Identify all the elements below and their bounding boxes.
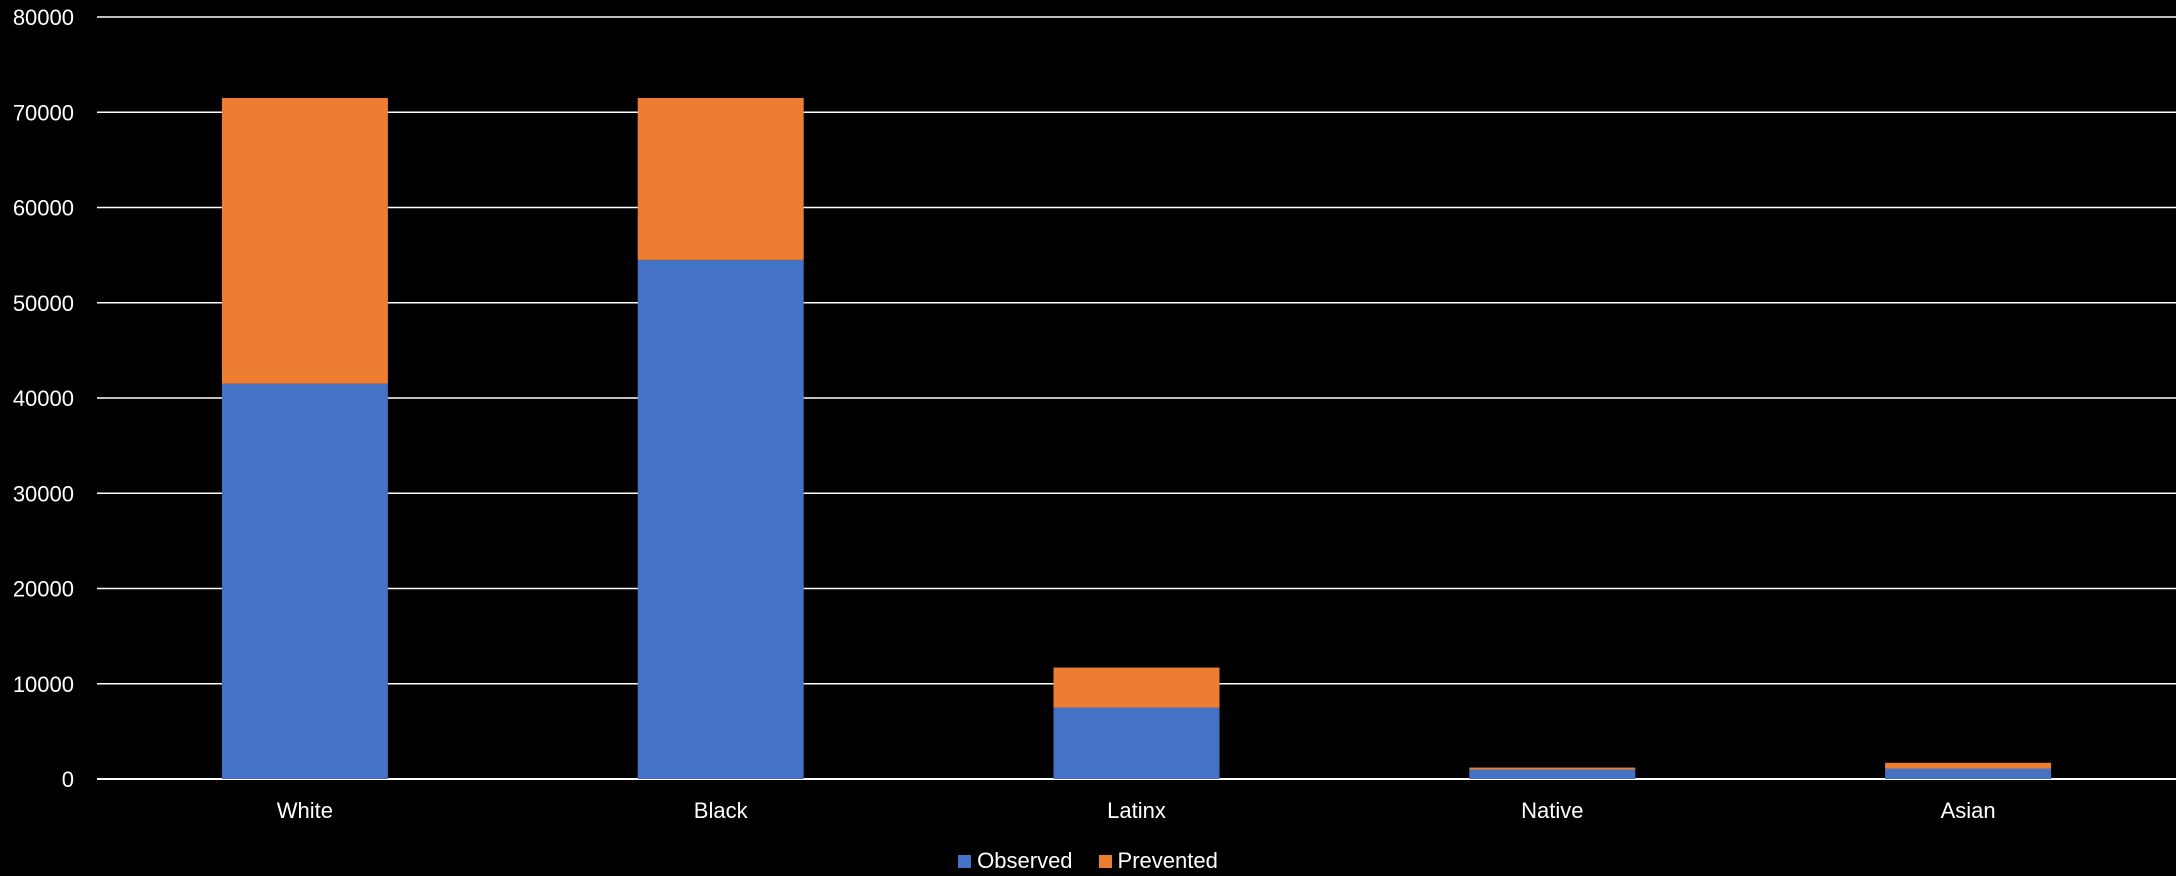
legend-swatch-prevented — [1098, 854, 1112, 868]
y-tick-label: 50000 — [13, 291, 74, 316]
legend: Observed Prevented — [0, 846, 2176, 876]
bar-asian-prevented — [1885, 762, 2052, 769]
bar-native-observed — [1469, 769, 1636, 779]
x-tick-label-black: Black — [694, 798, 749, 823]
y-tick-label: 30000 — [13, 481, 74, 506]
y-axis-tick-labels: 0 10000 20000 30000 40000 50000 60000 70000 8000… — [13, 5, 74, 792]
y-tick-label: 0 — [62, 767, 74, 792]
y-tick-label: 80000 — [13, 5, 74, 30]
bars — [221, 97, 2052, 779]
bar-black-observed — [637, 259, 804, 779]
x-tick-label-asian: Asian — [1941, 798, 1996, 823]
legend-label-observed: Observed — [977, 848, 1073, 873]
bar-black-prevented — [637, 97, 804, 260]
legend-swatch-observed — [958, 854, 972, 868]
legend-item-prevented: Prevented — [1098, 848, 1218, 874]
bar-asian-observed — [1885, 768, 2052, 779]
legend-item-observed: Observed — [958, 848, 1073, 874]
bar-native-prevented — [1469, 767, 1636, 770]
bar-white-observed — [221, 383, 388, 779]
bar-latinx-prevented — [1053, 667, 1220, 708]
y-tick-label: 60000 — [13, 196, 74, 221]
x-axis-category-labels: White Black Latinx Native Asian — [277, 798, 1996, 823]
y-tick-label: 20000 — [13, 577, 74, 602]
bar-white-prevented — [221, 97, 388, 384]
y-tick-label: 10000 — [13, 672, 74, 697]
legend-label-prevented: Prevented — [1117, 848, 1218, 873]
x-tick-label-native: Native — [1521, 798, 1583, 823]
y-tick-label: 70000 — [13, 100, 74, 125]
y-tick-label: 40000 — [13, 386, 74, 411]
bar-latinx-observed — [1053, 707, 1220, 779]
x-tick-label-latinx: Latinx — [1107, 798, 1166, 823]
gridlines — [97, 16, 2176, 780]
x-tick-label-white: White — [277, 798, 333, 823]
